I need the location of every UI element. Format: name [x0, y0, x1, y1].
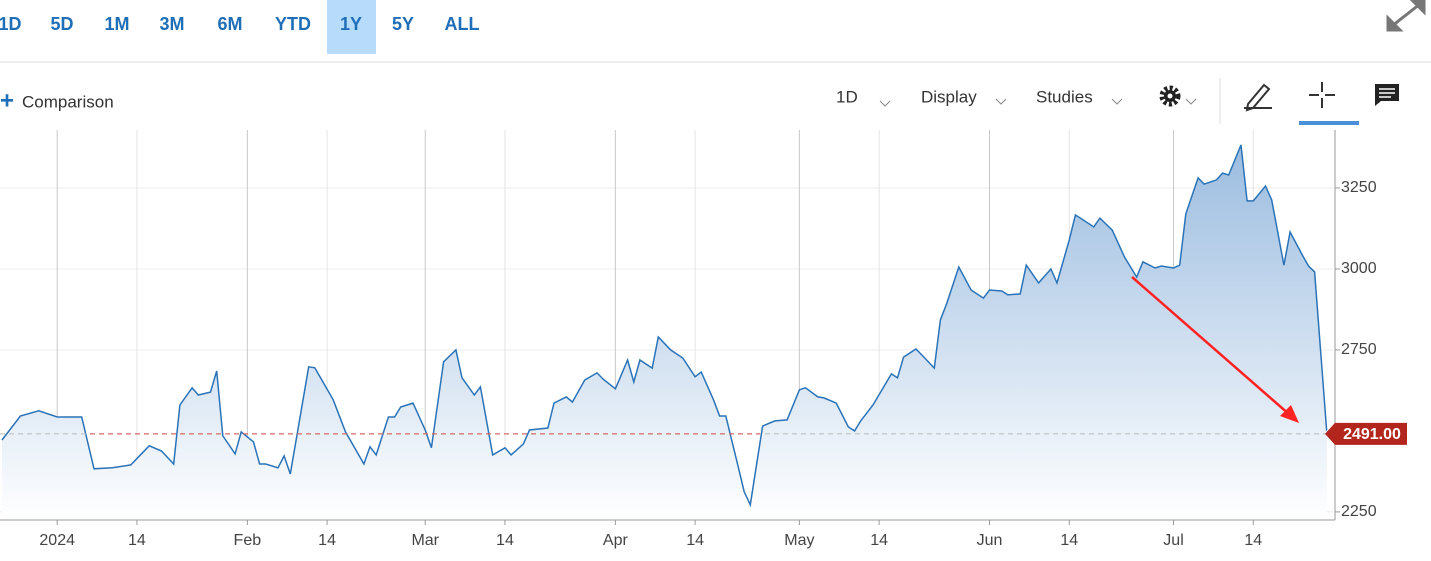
x-tick-label: 14: [128, 532, 146, 549]
range-button[interactable]: 6M: [217, 14, 242, 34]
range-button[interactable]: 3M: [159, 14, 184, 34]
chevron: [879, 100, 891, 107]
x-tick-label: Apr: [603, 532, 629, 549]
interval-button[interactable]: 1D: [836, 87, 858, 106]
chart: 2250 2750 3000 3250 2024 14 Feb 14 Mar 14 Apr 14 May…: [0, 130, 1407, 549]
x-tick-label: May: [784, 532, 814, 549]
range-button[interactable]: YTD: [275, 14, 311, 34]
y-tick-label: 3250: [1341, 179, 1377, 196]
range-button[interactable]: 5D: [50, 14, 73, 34]
comment-icon[interactable]: [1375, 84, 1399, 106]
x-tick-label: Feb: [234, 532, 262, 549]
x-tick-label: 2024: [39, 532, 75, 549]
y-tick-label: 2250: [1341, 503, 1377, 520]
range-button[interactable]: 1M: [104, 14, 129, 34]
area-fill: [2, 144, 1327, 520]
y-tick-label: 3000: [1341, 260, 1377, 277]
comparison-button[interactable]: Comparison: [22, 92, 114, 111]
chevron: [995, 98, 1007, 105]
x-tick-label: 14: [1244, 532, 1262, 549]
price-line: [1, 144, 1328, 508]
x-tick-label: Jul: [1163, 532, 1183, 549]
range-button[interactable]: 1Y: [340, 14, 362, 34]
last-price-label: 2491.00: [1343, 426, 1401, 443]
active-tool-underline: [1299, 121, 1359, 125]
active-range-bg: [327, 0, 376, 54]
expand-icon[interactable]: [1386, 0, 1426, 32]
x-tick-label: 14: [496, 532, 514, 549]
chevron: [1111, 98, 1123, 105]
range-bar: 1D 5D 1M 3M 6M YTD 1Y 5Y ALL: [0, 0, 480, 54]
x-tick-label: 14: [318, 532, 336, 549]
range-button[interactable]: ALL: [445, 14, 480, 34]
crosshair-icon[interactable]: [1309, 82, 1335, 108]
plus-icon[interactable]: +: [0, 87, 14, 114]
settings-icon[interactable]: [1159, 85, 1197, 107]
display-button[interactable]: Display: [921, 87, 977, 106]
range-button[interactable]: 5Y: [392, 14, 414, 34]
draw-icon[interactable]: [1244, 83, 1272, 112]
x-tick-label: Jun: [977, 532, 1003, 549]
x-tick-label: 14: [1060, 532, 1078, 549]
annotation-arrowhead: [1280, 405, 1299, 423]
y-tick-label: 2750: [1341, 341, 1377, 358]
annotation-arrow: [1131, 276, 1291, 416]
x-tick-label: Mar: [411, 532, 439, 549]
last-price-tag: [1325, 422, 1407, 445]
studies-button[interactable]: Studies: [1036, 87, 1093, 106]
x-tick-label: 14: [870, 532, 888, 549]
range-button[interactable]: 1D: [0, 14, 22, 34]
x-tick-label: 14: [686, 532, 704, 549]
